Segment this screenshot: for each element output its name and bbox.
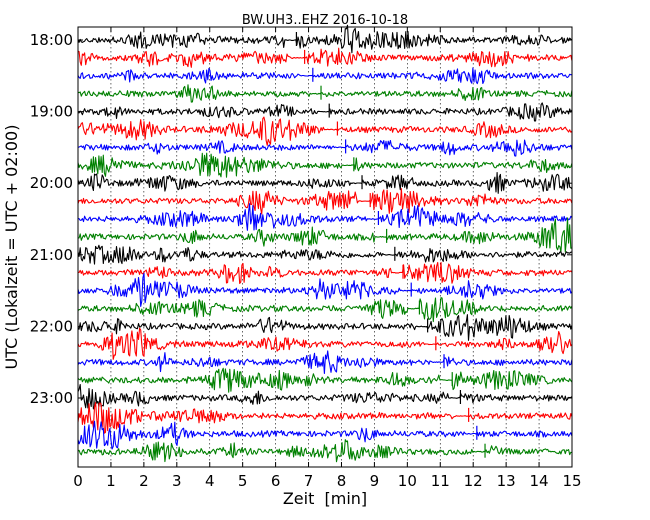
trace-row — [77, 350, 573, 375]
trace-row — [77, 102, 573, 122]
y-tick-label: 21:00 — [30, 246, 73, 264]
trace-row — [77, 401, 573, 434]
trace-row — [77, 203, 573, 231]
trace-row — [77, 84, 573, 103]
x-tick-label: 11 — [431, 472, 450, 490]
x-tick-label: 2 — [139, 472, 149, 490]
trace-row — [77, 420, 573, 450]
y-tick-label: 19:00 — [30, 103, 73, 121]
x-tick-label: 7 — [304, 472, 314, 490]
trace-row — [77, 171, 573, 194]
y-tick-label: 22:00 — [30, 317, 73, 335]
x-tick-label: 12 — [464, 472, 483, 490]
x-tick-label: 13 — [497, 472, 516, 490]
trace-row — [77, 47, 573, 68]
chart-title: BW.UH3..EHZ 2016-10-18 — [242, 13, 408, 28]
x-tick-label: 1 — [106, 472, 116, 490]
x-tick-label: 15 — [562, 472, 581, 490]
trace-row — [77, 188, 573, 215]
trace-row — [77, 261, 573, 285]
x-tick-label: 5 — [238, 472, 248, 490]
x-axis-label: Zeit [min] — [283, 489, 367, 508]
x-tick-label: 10 — [398, 472, 417, 490]
trace-row — [77, 439, 573, 463]
x-tick-label: 6 — [271, 472, 281, 490]
trace-row — [77, 327, 573, 360]
x-tick-label: 9 — [370, 472, 380, 490]
traces — [77, 24, 573, 463]
trace-row — [77, 272, 573, 307]
grid-lines — [110, 27, 540, 467]
y-tick-label: 20:00 — [30, 174, 73, 192]
x-tick-label: 14 — [530, 472, 549, 490]
trace-row — [77, 116, 573, 146]
y-axis: 18:00 19:00 20:00 21:00 22:00 23:00 — [30, 31, 572, 407]
plot-frame — [77, 26, 573, 468]
x-tick-label: 3 — [172, 472, 182, 490]
trace-row — [77, 367, 573, 393]
x-axis: 0 1 2 3 4 5 6 7 8 9 10 11 12 13 14 15 — [73, 27, 582, 490]
x-tick-label: 4 — [205, 472, 215, 490]
y-tick-label: 23:00 — [30, 389, 73, 407]
trace-row — [77, 297, 573, 323]
x-tick-label: 0 — [73, 472, 83, 490]
trace-row — [77, 24, 573, 54]
trace-row — [78, 217, 572, 253]
y-tick-label: 18:00 — [30, 31, 73, 49]
trace-row — [77, 67, 572, 85]
trace-row — [77, 314, 573, 341]
trace-row — [77, 244, 572, 265]
trace-row — [77, 139, 573, 157]
y-axis-label: UTC (Lokalzeit = UTC + 02:00) — [2, 125, 21, 370]
x-tick-label: 8 — [337, 472, 347, 490]
trace-row — [77, 152, 573, 178]
trace-row — [77, 383, 573, 410]
